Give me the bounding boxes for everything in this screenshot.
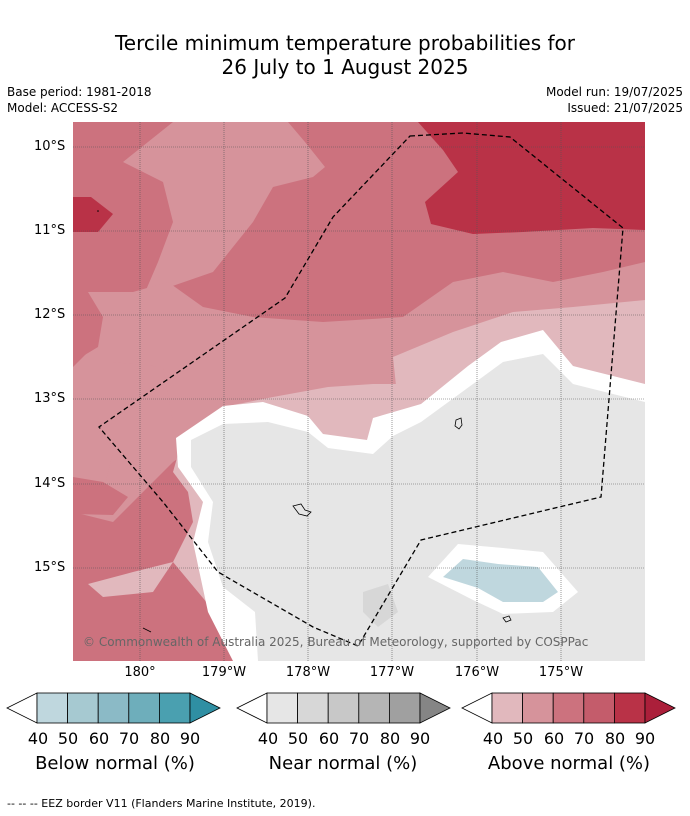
lon-label-179w: 179°W [201,665,247,680]
near-tick-80: 80 [379,729,401,748]
island-tiny [142,627,152,633]
eez-border [98,132,624,647]
map-title-line1: Tercile minimum temperature probabilitie… [114,31,576,55]
colorbar-segment [297,692,329,724]
model-run: Model run: 19/07/2025 [545,85,683,99]
region-above-50-west [73,362,173,517]
below-tick-80: 80 [149,729,171,748]
colorbar-segment [522,692,554,724]
probability-map: © Commonwealth of Australia 2025, Bureau… [73,122,645,661]
model-name: Model: ACCESS-S2 [7,101,119,115]
island-niuatoputapu [454,417,463,430]
below-normal-title: Below normal (%) [35,753,195,774]
colorbar-segment [36,692,69,724]
colorbar-segment [67,692,99,724]
region-above-60-w [73,302,98,367]
lat-label-12s: 12°S [34,307,66,322]
above-tick-80: 80 [604,729,626,748]
above-tick-70: 70 [573,729,595,748]
colorbar-segment [491,692,524,724]
below-tick-90: 90 [179,729,201,748]
region-above-60-sw [73,477,128,515]
lon-label-178w: 178°W [285,665,331,680]
base-period: Base period: 1981-2018 [7,85,152,99]
above-tick-60: 60 [543,729,565,748]
colorbar-segment [552,692,585,724]
near-tick-50: 50 [287,729,309,748]
colorbar-near-normal [236,692,451,724]
lon-label-180: 180° [124,665,156,680]
lat-label-11s: 11°S [34,223,66,238]
region-above-80-ne [418,122,645,234]
above-tick-90: 90 [634,729,656,748]
colorbar-segment [128,692,160,724]
colorbar-segment [388,692,421,724]
below-tick-60: 60 [88,729,110,748]
near-tick-70: 70 [348,729,370,748]
colorbar-segment [358,692,390,724]
below-tick-40: 40 [27,729,49,748]
above-tick-50: 50 [512,729,534,748]
colorbar-above-normal [461,692,676,724]
lon-label-176w: 176°W [454,665,500,680]
colorbar-below-normal [6,692,221,724]
graticule [73,122,645,661]
map-title-line2: 26 July to 1 August 2025 [221,55,469,79]
eez-footnote: -- -- -- EEZ border V11 (Flanders Marine… [7,797,316,810]
island-wallis [292,503,312,517]
lat-label-10s: 10°S [34,139,66,154]
region-below-40 [443,559,558,602]
region-near-50 [363,584,398,627]
lon-label-177w: 177°W [369,665,415,680]
near-tick-40: 40 [257,729,279,748]
colorbar-segment [583,692,615,724]
lat-label-15s: 15°S [34,560,66,575]
below-tick-70: 70 [118,729,140,748]
issued-date: Issued: 21/07/2025 [567,101,683,115]
near-tick-60: 60 [318,729,340,748]
island-small [502,615,512,623]
colorbar-segment [327,692,360,724]
colorbar-segment [613,692,646,724]
colorbar-segment [266,692,299,724]
region-above-80-w [73,197,113,232]
island-dot [97,210,99,212]
lat-label-14s: 14°S [34,476,66,491]
above-tick-40: 40 [482,729,504,748]
colorbar-segment [158,692,191,724]
near-tick-90: 90 [409,729,431,748]
above-normal-title: Above normal (%) [487,753,651,774]
lat-label-13s: 13°S [34,391,66,406]
below-tick-50: 50 [57,729,79,748]
near-normal-title: Near normal (%) [268,753,418,774]
colorbar-segment [97,692,130,724]
copyright-notice: © Commonwealth of Australia 2025, Bureau… [83,635,588,649]
region-above-50-nw [123,122,325,297]
lon-label-175w: 175°W [538,665,584,680]
